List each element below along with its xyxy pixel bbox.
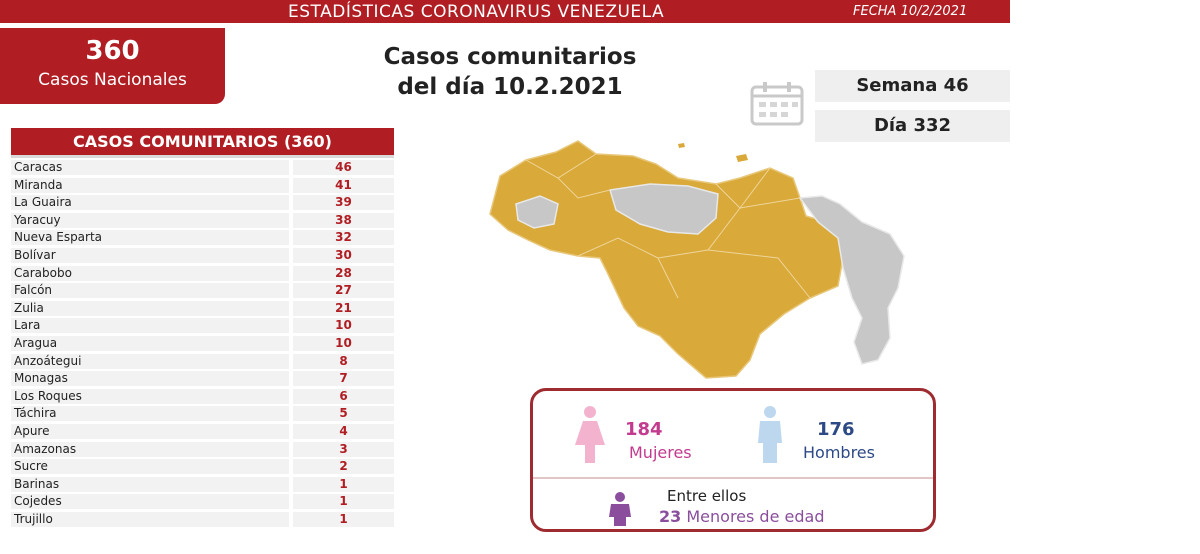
state-name: Falcón xyxy=(11,283,289,299)
state-cases: 30 xyxy=(293,247,394,263)
cases-table: Caracas 46 Miranda 41 La Guaira 39 Yaracuy 38 Nu… xyxy=(11,159,394,528)
state-cases: 38 xyxy=(293,212,394,228)
men-label: Hombres xyxy=(803,443,875,462)
state-name: Nueva Esparta xyxy=(11,230,289,246)
among-label: Entre ellos xyxy=(667,487,747,505)
table-row: Monagas 7 xyxy=(11,370,394,388)
table-row: Barinas 1 xyxy=(11,476,394,494)
state-cases: 32 xyxy=(293,230,394,246)
map-states-with-cases xyxy=(489,140,844,379)
table-row: Caracas 46 xyxy=(11,159,394,177)
table-row: Yaracuy 38 xyxy=(11,212,394,230)
state-name: Bolívar xyxy=(11,247,289,263)
gender-summary-box: 184 Mujeres 176 Hombres Entre ellos 23 M… xyxy=(530,388,936,532)
state-name: Monagas xyxy=(11,371,289,387)
state-cases: 8 xyxy=(293,353,394,369)
state-name: Carabobo xyxy=(11,265,289,281)
state-name: Trujillo xyxy=(11,511,289,527)
state-name: Cojedes xyxy=(11,494,289,510)
state-cases: 10 xyxy=(293,318,394,334)
state-cases: 1 xyxy=(293,476,394,492)
gender-divider xyxy=(533,477,933,479)
state-name: Los Roques xyxy=(11,388,289,404)
header-title: ESTADÍSTICAS CORONAVIRUS VENEZUELA xyxy=(288,2,665,22)
calendar-icon xyxy=(750,82,804,126)
table-row: Bolívar 30 xyxy=(11,247,394,265)
table-row: Carabobo 28 xyxy=(11,265,394,283)
table-row: Cojedes 1 xyxy=(11,493,394,511)
state-cases: 2 xyxy=(293,459,394,475)
child-figure-icon xyxy=(609,492,631,526)
state-name: Anzoátegui xyxy=(11,353,289,369)
map-los-roques xyxy=(678,143,685,148)
state-cases: 41 xyxy=(293,177,394,193)
main-title-line2: del día 10.2.2021 xyxy=(397,74,623,100)
state-cases: 3 xyxy=(293,441,394,457)
map-central-grey xyxy=(609,183,719,235)
state-name: Yaracuy xyxy=(11,212,289,228)
state-cases: 46 xyxy=(293,160,394,175)
map-east-grey xyxy=(798,195,905,365)
table-row: Anzoátegui 8 xyxy=(11,353,394,371)
minors-value: 23 xyxy=(659,507,682,526)
state-cases: 28 xyxy=(293,265,394,281)
table-row: Miranda 41 xyxy=(11,177,394,195)
state-cases: 27 xyxy=(293,283,394,299)
table-row: Amazonas 3 xyxy=(11,441,394,459)
table-row: Falcón 27 xyxy=(11,282,394,300)
women-label: Mujeres xyxy=(629,443,692,462)
table-row: Táchira 5 xyxy=(11,405,394,423)
national-cases-box: 360 Casos Nacionales xyxy=(0,28,225,104)
state-cases: 4 xyxy=(293,423,394,439)
national-cases-value: 360 xyxy=(85,36,140,66)
state-name: Aragua xyxy=(11,335,289,351)
venezuela-map xyxy=(489,140,905,379)
state-cases: 10 xyxy=(293,335,394,351)
state-name: Lara xyxy=(11,318,289,334)
table-row: Los Roques 6 xyxy=(11,388,394,406)
table-row: Nueva Esparta 32 xyxy=(11,229,394,247)
table-row: Sucre 2 xyxy=(11,458,394,476)
state-name: Zulia xyxy=(11,300,289,316)
table-row: Apure 4 xyxy=(11,423,394,441)
men-value: 176 xyxy=(817,419,855,440)
state-cases: 5 xyxy=(293,406,394,422)
table-row: Aragua 10 xyxy=(11,335,394,353)
table-title: CASOS COMUNITARIOS (360) xyxy=(11,128,394,158)
table-row: Lara 10 xyxy=(11,317,394,335)
state-name: Barinas xyxy=(11,476,289,492)
state-name: Apure xyxy=(11,423,289,439)
national-cases-label: Casos Nacionales xyxy=(38,70,187,90)
table-row: La Guaira 39 xyxy=(11,194,394,212)
minors-line: 23 Menores de edad xyxy=(659,507,824,526)
table-row: Zulia 21 xyxy=(11,300,394,318)
man-figure-icon xyxy=(758,406,782,463)
main-title-line1: Casos comunitarios xyxy=(383,44,637,70)
header-bar: ESTADÍSTICAS CORONAVIRUS VENEZUELA FECHA… xyxy=(0,0,1010,23)
state-name: Táchira xyxy=(11,406,289,422)
woman-figure-icon xyxy=(575,406,605,463)
day-pill: Día 332 xyxy=(815,110,1010,142)
map-zulia-grey xyxy=(515,195,559,229)
state-name: Amazonas xyxy=(11,441,289,457)
state-name: Miranda xyxy=(11,177,289,193)
state-name: Caracas xyxy=(11,160,289,175)
map-nueva-esparta xyxy=(736,154,748,162)
state-cases: 39 xyxy=(293,195,394,211)
state-cases: 21 xyxy=(293,300,394,316)
week-pill: Semana 46 xyxy=(815,70,1010,102)
state-cases: 7 xyxy=(293,371,394,387)
table-row: Trujillo 1 xyxy=(11,511,394,529)
main-title: Casos comunitarios del día 10.2.2021 xyxy=(340,42,680,102)
header-date: FECHA 10/2/2021 xyxy=(853,4,968,19)
state-cases: 6 xyxy=(293,388,394,404)
state-cases: 1 xyxy=(293,511,394,527)
state-name: Sucre xyxy=(11,459,289,475)
state-cases: 1 xyxy=(293,494,394,510)
women-value: 184 xyxy=(625,419,663,440)
state-name: La Guaira xyxy=(11,195,289,211)
minors-label: Menores de edad xyxy=(686,507,825,526)
